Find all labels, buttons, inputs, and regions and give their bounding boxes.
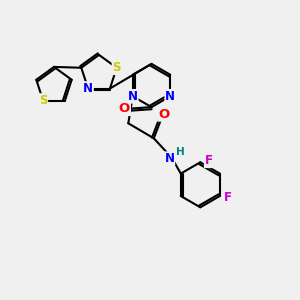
Text: O: O bbox=[158, 108, 169, 121]
Text: S: S bbox=[112, 61, 121, 74]
Text: N: N bbox=[165, 90, 175, 103]
Text: F: F bbox=[205, 154, 213, 167]
Text: N: N bbox=[164, 152, 174, 165]
Text: N: N bbox=[83, 82, 93, 95]
Text: S: S bbox=[39, 94, 47, 107]
Text: H: H bbox=[176, 147, 184, 158]
Text: N: N bbox=[128, 90, 138, 103]
Text: F: F bbox=[224, 191, 232, 204]
Text: O: O bbox=[119, 102, 130, 115]
